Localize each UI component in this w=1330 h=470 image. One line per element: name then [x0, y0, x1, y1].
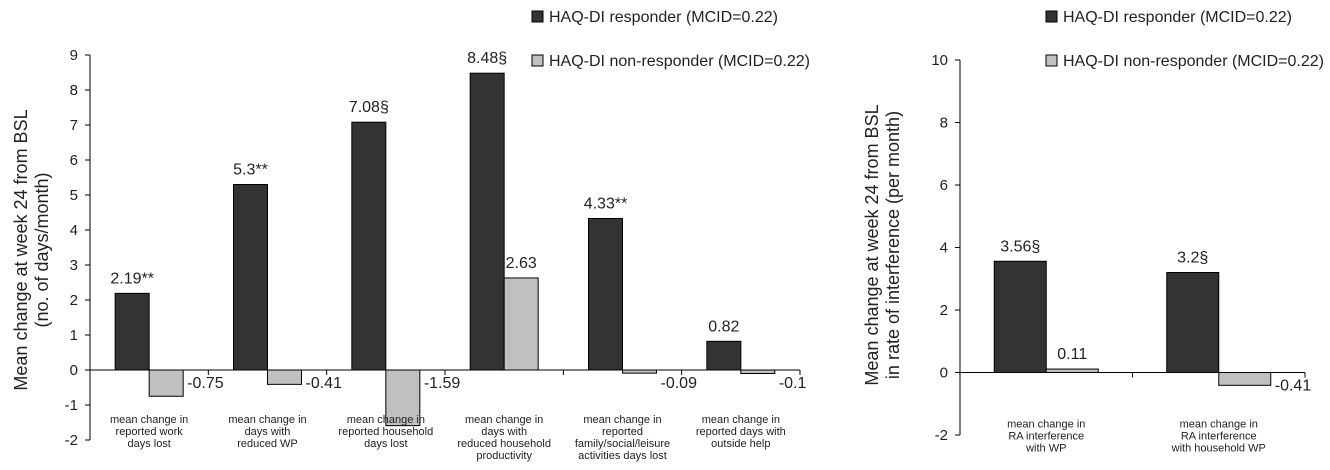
y-tick-label: 6 [940, 177, 948, 194]
bar-non-responder [385, 369, 421, 427]
category-label: mean change in days with reduced household… [457, 414, 551, 462]
y-axis-title: Mean change at week 24 from BSLin rate o… [862, 104, 903, 385]
bar-non-responder [148, 369, 184, 397]
data-label: -1.59 [424, 375, 461, 392]
category-label: mean change in reported household days los… [338, 414, 433, 450]
category-label: mean change in reported family/social/leis… [575, 414, 670, 462]
data-label: -0.41 [1275, 378, 1312, 395]
y-tick-label: 6 [70, 152, 78, 169]
y-tick-label: -2 [65, 432, 78, 449]
data-label: 8.48§ [467, 50, 507, 67]
legend-label: HAQ-DI responder (MCID=0.22) [1063, 9, 1292, 26]
legend-label: HAQ-DI non-responder (MCID=0.22) [549, 53, 810, 70]
y-tick-label: -2 [935, 427, 948, 444]
bar-responder [114, 292, 150, 371]
y-tick-label: 7 [70, 117, 78, 134]
data-label: 7.08§ [349, 99, 389, 116]
legend-swatch [1045, 10, 1058, 23]
legend-label: HAQ-DI non-responder (MCID=0.22) [1063, 53, 1324, 70]
bar-non-responder [503, 277, 539, 371]
chart-days-per-month: -2 -1 0 1 2 3 4 5 6 7 8 9 2.19** 5.3** 7.08§ 8.48§ 4.33*… [11, 9, 810, 462]
category-label: mean change in RA interference with WP [1007, 419, 1085, 455]
data-label: 0.82 [708, 318, 739, 335]
bar-non-responder [740, 369, 776, 374]
y-tick-label: -1 [65, 397, 78, 414]
data-label: 2.63 [506, 255, 537, 272]
bar-non-responder [1045, 368, 1099, 373]
bar-non-responder [1218, 372, 1272, 386]
bar-responder [588, 217, 623, 371]
data-label: 3.56§ [1000, 238, 1040, 255]
y-tick-label: 2 [70, 292, 78, 309]
bar-non-responder [267, 369, 302, 385]
y-tick-label: 4 [70, 222, 78, 239]
category-label: mean change in reported days with outside … [696, 414, 786, 450]
chart-interference-rate: -2 0 2 4 6 8 10 3.56§ 3.2§ 0.11 -0.41 mean change i… [862, 9, 1324, 455]
bar-responder [469, 72, 505, 371]
data-label: -0.41 [306, 375, 343, 392]
data-label: 0.11 [1057, 346, 1087, 363]
y-tick-label: 0 [70, 362, 78, 379]
bar-responder [1166, 272, 1220, 373]
data-label: -0.09 [661, 375, 698, 392]
y-tick-label: 5 [70, 187, 78, 204]
legend-swatch [531, 54, 544, 67]
bar-responder [706, 340, 742, 371]
y-tick-label: 4 [940, 240, 948, 257]
y-tick-label: 0 [940, 365, 948, 382]
y-tick-label: 8 [940, 115, 948, 132]
y-tick-label: 3 [70, 257, 78, 274]
category-label: mean change in RA interference with househ… [1171, 419, 1266, 455]
legend-swatch [1045, 54, 1058, 67]
y-tick-label: 10 [931, 52, 948, 69]
data-label: 5.3** [233, 162, 268, 179]
bar-responder [351, 121, 387, 371]
category-label: mean change in reported work days lost [110, 414, 188, 450]
data-label: -0.1 [779, 375, 807, 392]
data-label: 4.33** [584, 195, 628, 212]
legend-swatch [531, 10, 544, 23]
bar-non-responder [622, 369, 657, 374]
bar-responder [233, 184, 268, 371]
data-label: 3.2§ [1177, 250, 1208, 267]
y-axis-title: Mean change at week 24 from BSL(no. of d… [11, 109, 52, 390]
y-tick-label: 1 [70, 327, 78, 344]
y-tick-label: 8 [70, 82, 78, 99]
bar-responder [993, 260, 1047, 373]
y-tick-label: 9 [70, 47, 78, 64]
y-tick-label: 2 [940, 302, 948, 319]
data-label: -0.75 [187, 375, 224, 392]
data-label: 2.19** [110, 270, 154, 287]
category-label: mean change in days with reduced WP [228, 414, 306, 450]
legend-label: HAQ-DI responder (MCID=0.22) [549, 9, 778, 26]
